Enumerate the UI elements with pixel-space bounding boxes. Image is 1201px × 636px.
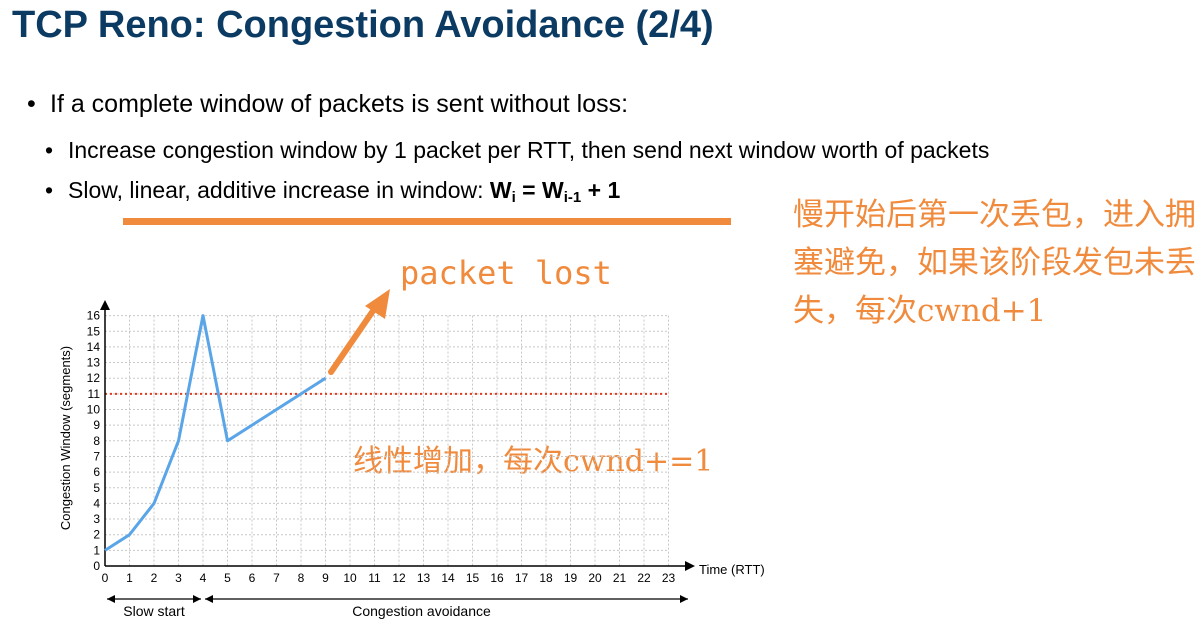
y-tick-label: 2 [93,528,100,542]
x-tick-label: 13 [417,571,431,585]
formula-w: W [489,177,512,203]
y-tick-label: 10 [87,403,101,417]
x-tick-label: 19 [564,571,578,585]
bullet-text: Increase congestion window by 1 packet p… [68,137,990,163]
chart-series [104,314,327,552]
bullet-dot: • [45,177,54,203]
formula-w2: W [542,177,564,203]
x-axis-label: Time (RTT) [699,562,765,577]
chart-axes [100,300,695,571]
chart-labels: 0 1 2 3 4 5 6 7 8 9 10 11 12 13 14 15 16 17 18 19 20 21 22 2301… [58,309,765,585]
y-tick-label: 7 [93,449,100,463]
y-tick-label: 4 [93,496,100,510]
y-tick-label: 9 [93,418,100,432]
annotation-packet-lost: packet lost [400,254,612,292]
slide-title: TCP Reno: Congestion Avoidance (2/4) [12,4,714,46]
bullet-text: Slow, linear, additive increase in windo… [68,177,621,206]
formula-sub-prev: i-1 [563,189,582,206]
x-tick-label: 11 [368,571,381,585]
y-tick-label: 6 [93,465,100,479]
packet-lost-arrow [328,289,390,375]
x-tick-label: 10 [343,571,357,585]
x-tick-label: 8 [298,571,305,585]
x-tick-label: 4 [200,571,207,585]
x-tick-label: 5 [224,571,231,585]
x-tick-label: 16 [490,571,504,585]
bullet-text: If a complete window of packets is sent … [50,90,629,118]
x-tick-label: 18 [539,571,553,585]
x-tick-label: 1 [126,571,133,585]
y-tick-label: 13 [87,356,101,370]
x-tick-label: 22 [637,571,651,585]
x-tick-label: 14 [441,571,455,585]
x-tick-label: 3 [175,571,182,585]
y-tick-label: 8 [93,434,100,448]
y-tick-label: 0 [93,559,100,573]
y-tick-label: 11 [88,387,101,401]
y-tick-label: 1 [93,543,100,557]
annotation-linear-increase: 线性增加，每次cwnd+=1 [353,444,714,479]
formula-plus: + 1 [581,177,621,203]
y-tick-label: 5 [93,481,100,495]
y-tick-label: 16 [87,309,101,323]
formula-sub-i: i [511,189,516,206]
annotation-right-note: 慢开始后第一次丢包，进入拥塞避免，如果该阶段发包未丢失，每次cwnd+1 [793,197,1196,329]
y-tick-label: 15 [87,324,101,338]
bullet-text-lead: Slow, linear, additive increase in windo… [68,177,490,203]
y-tick-label: 14 [87,340,101,354]
orange-underline [123,218,731,225]
x-tick-label: 6 [249,571,256,585]
x-tick-label: 15 [466,571,480,585]
x-tick-label: 23 [662,571,676,585]
chart-phases: Slow start Congestion avoidance [107,595,688,619]
y-axis-label: Congestion Window (segments) [58,346,73,530]
bullet-level2-increase: • Increase congestion window by 1 packet… [45,137,989,164]
y-tick-label: 12 [87,371,101,385]
x-tick-label: 2 [151,571,158,585]
bullet-dot: • [45,137,54,163]
x-tick-label: 7 [273,571,280,585]
phase-label: Congestion avoidance [352,603,491,619]
y-tick-label: 3 [93,512,100,526]
formula-equals: = [515,177,543,203]
x-tick-label: 0 [102,571,109,585]
formula: Wi = Wi-1 + 1 [489,177,621,206]
bullet-level1: • If a complete window of packets is sen… [27,90,628,119]
cwnd-series-line [104,314,327,552]
x-tick-label: 12 [392,571,406,585]
bullet-level2-linear: • Slow, linear, additive increase in win… [45,177,620,206]
x-tick-label: 9 [322,571,329,585]
phase-label: Slow start [123,603,185,619]
x-tick-label: 20 [588,571,602,585]
chart-grid [105,315,669,566]
x-tick-label: 17 [515,571,529,585]
x-tick-label: 21 [613,571,627,585]
bullet-dot: • [27,90,36,118]
